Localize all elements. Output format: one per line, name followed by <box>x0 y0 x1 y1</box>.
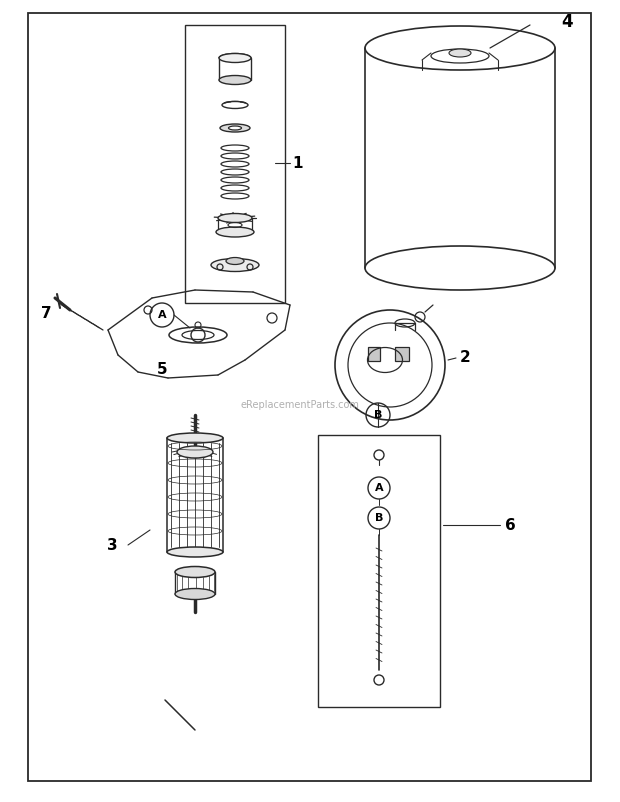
Ellipse shape <box>221 185 249 191</box>
Ellipse shape <box>216 227 254 237</box>
Bar <box>395 347 409 361</box>
Ellipse shape <box>177 446 213 458</box>
Bar <box>185 25 285 303</box>
Text: 3: 3 <box>107 537 117 553</box>
Text: B: B <box>374 410 382 420</box>
Ellipse shape <box>167 433 223 443</box>
Ellipse shape <box>221 177 249 183</box>
Ellipse shape <box>221 193 249 199</box>
Text: eReplacementParts.com: eReplacementParts.com <box>241 400 360 410</box>
Ellipse shape <box>218 213 252 222</box>
Ellipse shape <box>449 49 471 57</box>
Text: 1: 1 <box>293 156 303 171</box>
Ellipse shape <box>226 257 244 265</box>
Ellipse shape <box>221 145 249 151</box>
Text: 2: 2 <box>459 350 471 366</box>
Bar <box>368 347 380 361</box>
Ellipse shape <box>219 54 251 63</box>
Ellipse shape <box>221 161 249 167</box>
Ellipse shape <box>220 124 250 132</box>
Ellipse shape <box>221 169 249 175</box>
Ellipse shape <box>219 75 251 84</box>
Text: A: A <box>374 483 383 493</box>
Bar <box>318 435 440 707</box>
Ellipse shape <box>167 547 223 557</box>
Ellipse shape <box>229 126 242 130</box>
Text: B: B <box>375 513 383 523</box>
Text: 7: 7 <box>41 306 51 321</box>
Ellipse shape <box>211 258 259 272</box>
Ellipse shape <box>175 589 215 600</box>
Ellipse shape <box>175 566 215 577</box>
Text: 6: 6 <box>505 517 515 533</box>
Text: 5: 5 <box>157 363 167 378</box>
Text: 4: 4 <box>561 13 573 31</box>
Ellipse shape <box>221 153 249 159</box>
Text: A: A <box>157 310 166 320</box>
